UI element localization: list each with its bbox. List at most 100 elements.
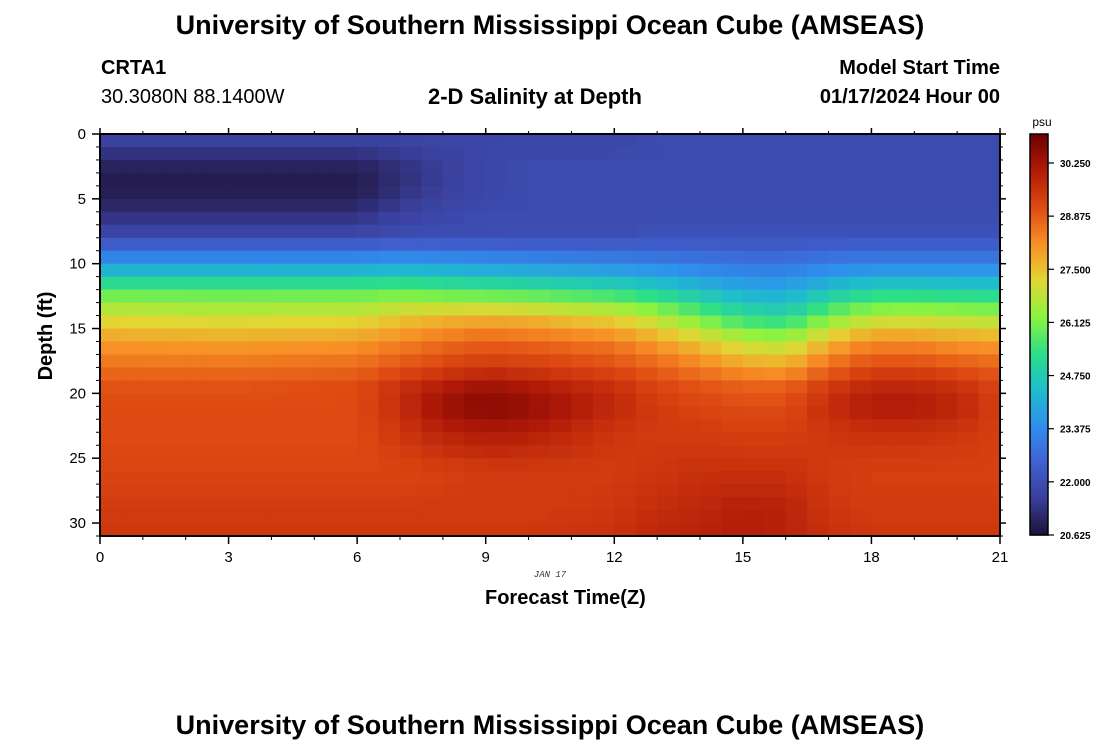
x-tick-label: 3 xyxy=(224,549,232,566)
heatmap-cell xyxy=(978,367,1001,381)
heatmap-cell xyxy=(292,185,315,200)
heatmap-cell xyxy=(121,237,144,252)
heatmap-cell xyxy=(507,393,530,407)
heatmap-cell xyxy=(185,185,208,200)
heatmap-cell xyxy=(142,185,165,200)
heatmap-cell xyxy=(785,341,808,356)
heatmap-cell xyxy=(400,523,423,537)
heatmap-cell xyxy=(485,302,508,317)
heatmap-cell xyxy=(142,198,165,213)
heatmap-cell xyxy=(700,406,723,420)
heatmap-cell xyxy=(185,510,208,524)
heatmap-cell xyxy=(507,328,530,343)
heatmap-cell xyxy=(164,471,187,485)
heatmap-cell xyxy=(228,211,251,226)
colorbar-segment xyxy=(1030,337,1048,342)
colorbar-segment xyxy=(1030,501,1048,506)
heatmap-cell xyxy=(592,380,615,394)
heatmap-cell xyxy=(957,276,980,291)
heatmap-cell xyxy=(121,211,144,226)
heatmap-cell xyxy=(335,445,358,459)
colorbar-segment xyxy=(1030,260,1048,265)
heatmap-cell xyxy=(207,289,230,304)
heatmap-cell xyxy=(935,276,958,291)
heatmap-cell xyxy=(914,523,937,537)
colorbar-segment xyxy=(1030,230,1048,235)
heatmap-cell xyxy=(250,406,273,420)
heatmap-cell xyxy=(892,328,915,343)
heatmap-cell xyxy=(185,393,208,407)
colorbar-segment xyxy=(1030,428,1048,433)
heatmap-cell xyxy=(292,146,315,161)
heatmap-cell xyxy=(357,354,380,369)
heatmap-cell xyxy=(314,185,337,200)
heatmap-cell xyxy=(250,172,273,187)
heatmap-cell xyxy=(250,134,273,148)
heatmap-cell xyxy=(700,393,723,407)
heatmap-cell xyxy=(871,523,894,537)
x-tick-label: 9 xyxy=(482,549,490,566)
heatmap-cell xyxy=(700,263,723,278)
heatmap-cell xyxy=(635,471,658,485)
heatmap-cell xyxy=(614,276,637,291)
heatmap-cell xyxy=(678,134,701,148)
heatmap-cell xyxy=(592,367,615,381)
heatmap-cell xyxy=(978,380,1001,394)
heatmap-cell xyxy=(978,328,1001,343)
heatmap-cell xyxy=(164,341,187,356)
heatmap-cell xyxy=(464,315,487,330)
heatmap-cell xyxy=(742,224,765,239)
heatmap-cell xyxy=(678,445,701,459)
heatmap-cell xyxy=(721,419,744,433)
heatmap-cell xyxy=(935,510,958,524)
heatmap-cell xyxy=(850,497,873,511)
colorbar-segment xyxy=(1030,234,1048,239)
heatmap-cell xyxy=(421,458,444,472)
heatmap-cell xyxy=(978,302,1001,317)
heatmap-cell xyxy=(314,315,337,330)
heatmap-cell xyxy=(378,302,401,317)
heatmap-cell xyxy=(400,224,423,239)
heatmap-cell xyxy=(314,471,337,485)
colorbar-segment xyxy=(1030,424,1048,429)
heatmap-cell xyxy=(571,159,594,174)
heatmap-cell xyxy=(678,172,701,187)
heatmap-cell xyxy=(914,185,937,200)
heatmap-cell xyxy=(400,263,423,278)
heatmap-cell xyxy=(871,146,894,161)
heatmap-cell xyxy=(164,419,187,433)
heatmap-cell xyxy=(742,250,765,265)
heatmap-cell xyxy=(571,432,594,446)
heatmap-cell xyxy=(592,432,615,446)
colorbar-segment xyxy=(1030,441,1048,446)
heatmap-cell xyxy=(421,315,444,330)
colorbar-segment xyxy=(1030,451,1048,456)
heatmap-cell xyxy=(142,159,165,174)
heatmap-cell xyxy=(442,445,465,459)
colorbar-segment xyxy=(1030,394,1048,399)
heatmap-cell xyxy=(871,211,894,226)
colorbar-segment xyxy=(1030,311,1048,316)
heatmap-cell xyxy=(271,354,294,369)
heatmap-cell xyxy=(507,419,530,433)
heatmap-cell xyxy=(421,211,444,226)
heatmap-cell xyxy=(657,289,680,304)
footer-title: University of Southern Mississippi Ocean… xyxy=(175,710,925,740)
heatmap-cell xyxy=(957,315,980,330)
heatmap-cell xyxy=(764,484,787,498)
heatmap-cell xyxy=(442,367,465,381)
heatmap-cell xyxy=(785,432,808,446)
heatmap-cell xyxy=(185,341,208,356)
heatmap-cell xyxy=(957,432,980,446)
heatmap-cell xyxy=(828,224,851,239)
colorbar-segment xyxy=(1030,164,1048,169)
heatmap-cell xyxy=(442,497,465,511)
heatmap-cell xyxy=(442,185,465,200)
heatmap-cell xyxy=(271,289,294,304)
heatmap-cell xyxy=(721,445,744,459)
heatmap-cell xyxy=(828,302,851,317)
heatmap-cell xyxy=(164,315,187,330)
heatmap-cell xyxy=(400,134,423,148)
heatmap-cell xyxy=(250,432,273,446)
heatmap-cell xyxy=(700,276,723,291)
